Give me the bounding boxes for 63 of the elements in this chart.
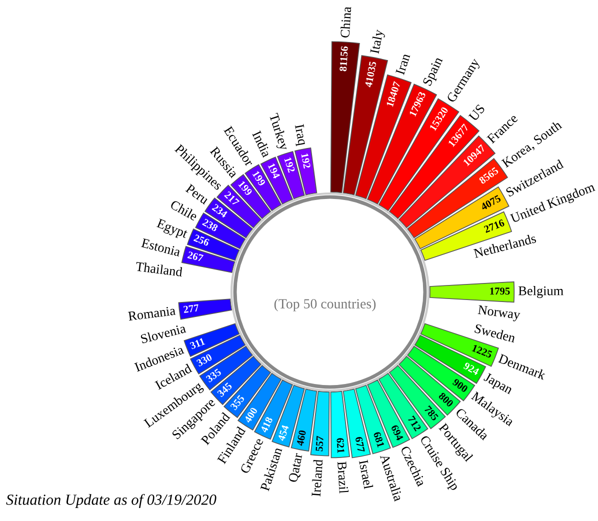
data-label: 199 <box>238 180 253 196</box>
category-label: Spain <box>422 56 446 88</box>
category-label: Sweden <box>474 323 516 343</box>
data-label: 17963 <box>409 91 426 117</box>
data-label: 557 <box>316 436 324 452</box>
data-label: 454 <box>278 424 289 442</box>
data-label: 194 <box>268 162 280 180</box>
text: (Top 50 countries) <box>274 298 376 312</box>
data-label: 677 <box>355 436 365 453</box>
category-label: Italy <box>370 28 386 54</box>
category-label: Norway <box>477 305 521 322</box>
category-label: Iraq <box>292 124 308 146</box>
data-label: 1795 <box>490 288 510 295</box>
data-label: 712 <box>408 416 422 432</box>
data-label: 345 <box>216 382 232 398</box>
category-label: Slovenia <box>140 323 186 344</box>
category-label: Romania <box>128 306 176 321</box>
data-label: 217 <box>224 190 240 206</box>
category-label: Pakistan <box>260 446 282 492</box>
data-label: 681 <box>373 431 385 448</box>
data-label: 234 <box>212 204 228 218</box>
category-label: Iran <box>396 52 410 76</box>
data-label: 330 <box>196 353 213 367</box>
data-label: 400 <box>244 406 258 424</box>
category-label: China <box>340 6 352 38</box>
data-label: 2716 <box>484 219 505 233</box>
data-label: 800 <box>438 392 454 408</box>
data-label: 41035 <box>364 61 376 88</box>
data-label: 18407 <box>386 81 401 107</box>
data-label: 694 <box>390 424 404 442</box>
data-label: 924 <box>463 362 480 376</box>
category-label: Qatar <box>288 452 304 483</box>
category-label: Thailand <box>135 262 183 277</box>
category-label: Turkey <box>269 112 287 152</box>
category-label: Egypt <box>155 218 188 241</box>
data-label: 192 <box>284 157 296 173</box>
data-label: 8565 <box>478 166 499 184</box>
category-label: US <box>468 104 486 122</box>
category-label: Belgium <box>518 286 564 298</box>
data-label: 335 <box>206 368 222 383</box>
data-label: 621 <box>336 438 345 454</box>
data-label: 900 <box>452 378 468 393</box>
data-label: 199 <box>252 170 266 186</box>
data-label: 238 <box>202 218 218 232</box>
data-label: 355 <box>230 394 245 410</box>
data-label: 418 <box>260 416 273 434</box>
data-label: 267 <box>187 251 204 262</box>
category-label: Australia <box>380 453 404 502</box>
category-label: India <box>252 130 269 158</box>
category-label: Ireland <box>311 459 323 497</box>
data-label: 785 <box>424 405 439 422</box>
data-label: 277 <box>183 304 200 313</box>
data-label: 256 <box>193 234 210 246</box>
category-label: Estonia <box>141 238 182 257</box>
data-label: 1225 <box>472 344 493 358</box>
category-label: Israel <box>358 460 374 490</box>
data-label: 460 <box>296 430 306 446</box>
data-label: 311 <box>190 338 206 350</box>
data-label: 192 <box>301 153 311 169</box>
data-label: 81156 <box>339 46 348 72</box>
data-label: 4075 <box>480 194 502 211</box>
category-label: Brazil <box>337 461 349 494</box>
text: Situation Update as of 03/19/2020 <box>6 494 216 508</box>
